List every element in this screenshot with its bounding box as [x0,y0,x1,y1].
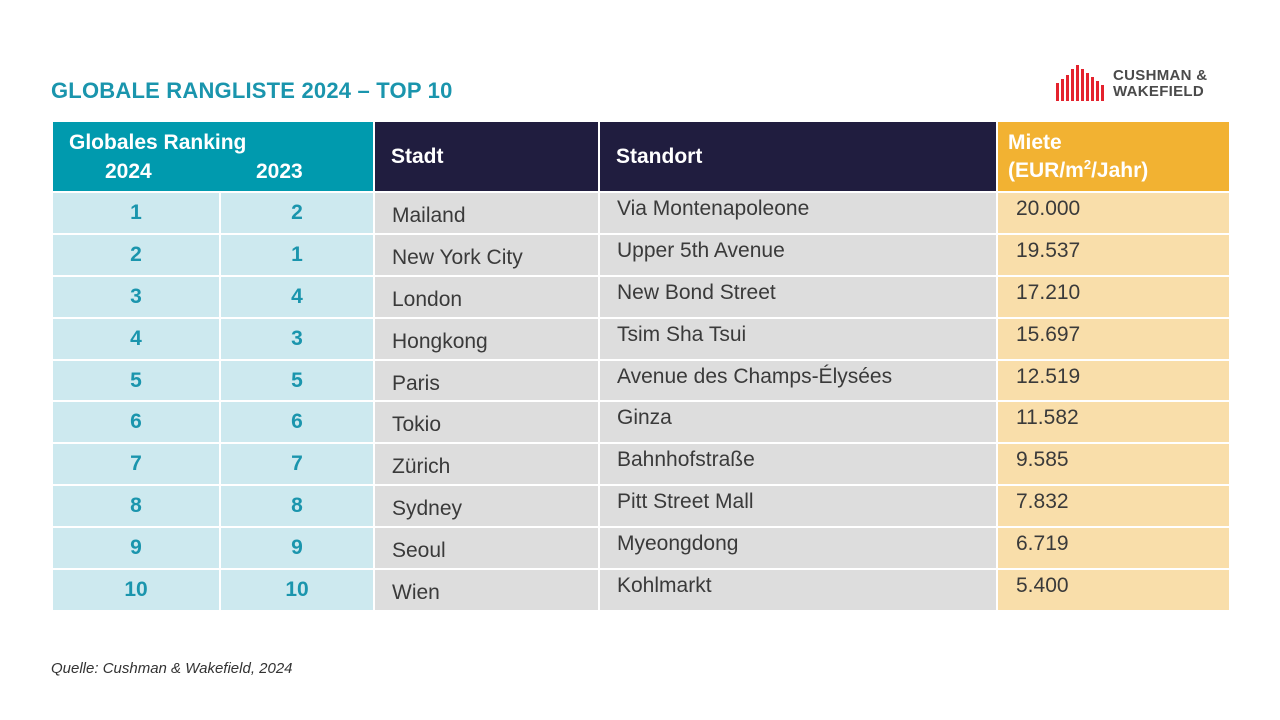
table-row: 6 6 Tokio Ginza 11.582 [51,400,1231,445]
table-row: 1 2 Mailand Via Montenapoleone 20.000 [51,191,1231,235]
rent-cell: 9.585 [996,442,1231,487]
location-cell: New Bond Street [598,274,998,319]
rank-2024-cell: 5 [51,358,221,403]
rank-2023-cell: 7 [219,442,375,487]
rank-2023-cell: 2 [219,191,375,235]
rank-2024-cell: 8 [51,484,221,529]
header-location: Standort [598,120,998,193]
rent-cell: 15.697 [996,316,1231,361]
building-bars-icon [1056,65,1104,101]
logo-line-1: CUSHMAN & [1113,67,1208,84]
header-year-2024: 2024 [105,160,152,183]
header-rent-unit-sup: 2 [1083,156,1092,172]
city-cell: Hongkong [373,316,600,361]
rent-cell: 7.832 [996,484,1231,529]
location-cell: Kohlmarkt [598,568,998,612]
header-city: Stadt [373,120,600,193]
rank-2024-cell: 2 [51,232,221,277]
table-row: 2 1 New York City Upper 5th Avenue 19.537 [51,232,1231,277]
location-cell: Ginza [598,400,998,445]
rank-2024-cell: 6 [51,400,221,445]
city-cell: London [373,274,600,319]
rent-cell: 5.400 [996,568,1231,612]
location-cell: Avenue des Champs-Élysées [598,358,998,403]
rank-2023-cell: 3 [219,316,375,361]
header-rent-unit-post: /Jahr) [1091,158,1149,182]
rent-cell: 20.000 [996,191,1231,235]
rank-2023-cell: 4 [219,274,375,319]
rent-cell: 12.519 [996,358,1231,403]
rank-2024-cell: 9 [51,526,221,571]
table-row: 7 7 Zürich Bahnhofstraße 9.585 [51,442,1231,487]
ranking-table: Globales Ranking 2024 2023 Stadt Standor… [51,120,1231,612]
header-rent-line1: Miete [1008,130,1062,154]
city-cell: Sydney [373,484,600,529]
rent-cell: 19.537 [996,232,1231,277]
rent-cell: 6.719 [996,526,1231,571]
city-cell: Tokio [373,400,600,445]
rank-2023-cell: 6 [219,400,375,445]
city-cell: Paris [373,358,600,403]
header-ranking-label: Globales Ranking [69,131,247,154]
city-cell: Mailand [373,191,600,235]
table-row: 10 10 Wien Kohlmarkt 5.400 [51,568,1231,612]
table-header-row: Globales Ranking 2024 2023 Stadt Standor… [51,120,1231,193]
header-year-2023: 2023 [256,160,303,183]
rank-2024-cell: 1 [51,191,221,235]
rank-2024-cell: 3 [51,274,221,319]
header-global-ranking: Globales Ranking 2024 2023 [51,120,375,193]
rank-2023-cell: 10 [219,568,375,612]
rank-2023-cell: 5 [219,358,375,403]
rank-2023-cell: 8 [219,484,375,529]
location-cell: Bahnhofstraße [598,442,998,487]
rent-cell: 17.210 [996,274,1231,319]
rent-cell: 11.582 [996,400,1231,445]
city-cell: Zürich [373,442,600,487]
location-cell: Tsim Sha Tsui [598,316,998,361]
table-row: 9 9 Seoul Myeongdong 6.719 [51,526,1231,571]
location-cell: Pitt Street Mall [598,484,998,529]
location-cell: Upper 5th Avenue [598,232,998,277]
rank-2023-cell: 1 [219,232,375,277]
table-row: 4 3 Hongkong Tsim Sha Tsui 15.697 [51,316,1231,361]
rank-2023-cell: 9 [219,526,375,571]
cushman-wakefield-logo: CUSHMAN & WAKEFIELD [1054,63,1234,103]
city-cell: New York City [373,232,600,277]
location-cell: Via Montenapoleone [598,191,998,235]
table-row: 3 4 London New Bond Street 17.210 [51,274,1231,319]
table-row: 5 5 Paris Avenue des Champs-Élysées 12.519 [51,358,1231,403]
logo-line-2: WAKEFIELD [1113,83,1205,100]
page-title: GLOBALE RANGLISTE 2024 – TOP 10 [51,78,453,103]
header-rent: Miete (EUR/m2/Jahr) [996,120,1231,193]
rank-2024-cell: 4 [51,316,221,361]
location-cell: Myeongdong [598,526,998,571]
rank-2024-cell: 10 [51,568,221,612]
header-rent-unit-pre: (EUR/m [1008,158,1084,182]
source-note: Quelle: Cushman & Wakefield, 2024 [51,660,293,677]
city-cell: Seoul [373,526,600,571]
table-row: 8 8 Sydney Pitt Street Mall 7.832 [51,484,1231,529]
rank-2024-cell: 7 [51,442,221,487]
city-cell: Wien [373,568,600,612]
